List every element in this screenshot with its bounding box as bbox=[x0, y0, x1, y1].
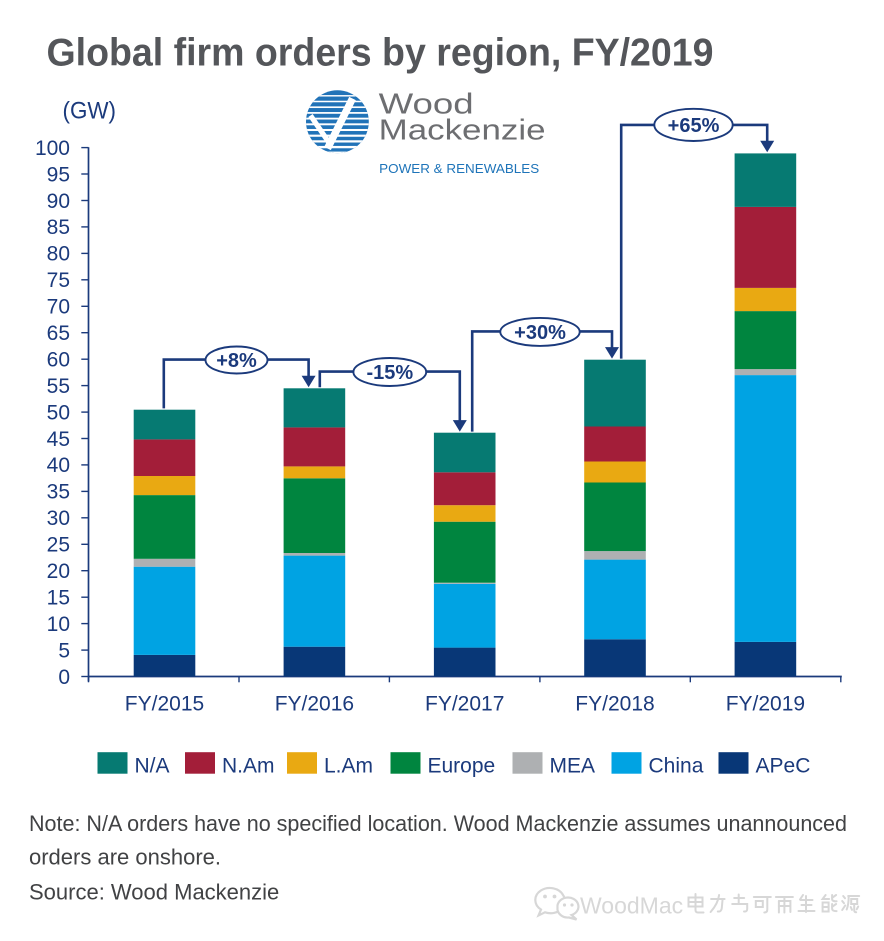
svg-text:95: 95 bbox=[47, 163, 70, 186]
svg-text:20: 20 bbox=[47, 560, 70, 583]
svg-text:Europe: Europe bbox=[428, 754, 496, 777]
svg-text:65: 65 bbox=[47, 322, 70, 345]
svg-text:Global firm orders by region,: Global firm orders by region, FY/2019 bbox=[47, 32, 714, 75]
svg-text:5: 5 bbox=[58, 639, 70, 662]
svg-text:55: 55 bbox=[47, 375, 70, 398]
svg-text:Wood: Wood bbox=[379, 89, 474, 121]
svg-text:+65%: +65% bbox=[668, 115, 720, 137]
svg-text:Mackenzie: Mackenzie bbox=[379, 115, 546, 147]
svg-text:POWER & RENEWABLES: POWER & RENEWABLES bbox=[379, 162, 539, 176]
svg-text:90: 90 bbox=[47, 190, 70, 213]
svg-text:60: 60 bbox=[47, 349, 70, 372]
svg-text:15: 15 bbox=[47, 587, 70, 610]
svg-text:FY/2016: FY/2016 bbox=[275, 693, 354, 716]
svg-text:FY/2015: FY/2015 bbox=[125, 693, 204, 716]
svg-text:MEA: MEA bbox=[550, 754, 596, 777]
svg-text:35: 35 bbox=[47, 481, 70, 504]
svg-text:N/A: N/A bbox=[135, 754, 170, 777]
svg-text:45: 45 bbox=[47, 428, 70, 451]
svg-text:China: China bbox=[649, 754, 704, 777]
svg-text:50: 50 bbox=[47, 401, 70, 424]
svg-text:WoodMac: WoodMac bbox=[580, 893, 683, 919]
svg-text:N.Am: N.Am bbox=[222, 754, 275, 777]
svg-text:+30%: +30% bbox=[514, 322, 566, 344]
svg-text:85: 85 bbox=[47, 216, 70, 239]
svg-text:10: 10 bbox=[47, 613, 70, 636]
svg-text:70: 70 bbox=[47, 296, 70, 319]
svg-text:75: 75 bbox=[47, 269, 70, 292]
svg-text:FY/2019: FY/2019 bbox=[726, 693, 805, 716]
svg-text:25: 25 bbox=[47, 534, 70, 557]
svg-text:APeC: APeC bbox=[756, 754, 811, 777]
svg-text:FY/2018: FY/2018 bbox=[575, 693, 654, 716]
svg-text:Note: N/A orders have no speci: Note: N/A orders have no specified locat… bbox=[29, 811, 847, 836]
svg-text:30: 30 bbox=[47, 507, 70, 530]
svg-text:100: 100 bbox=[35, 137, 70, 160]
svg-text:(GW): (GW) bbox=[63, 98, 117, 125]
svg-text:L.Am: L.Am bbox=[324, 754, 373, 777]
svg-text:orders are onshore.: orders are onshore. bbox=[29, 844, 221, 869]
svg-text:+8%: +8% bbox=[216, 350, 257, 372]
svg-text:0: 0 bbox=[58, 666, 70, 689]
svg-text:40: 40 bbox=[47, 454, 70, 477]
svg-text:80: 80 bbox=[47, 243, 70, 266]
svg-text:Source: Wood Mackenzie: Source: Wood Mackenzie bbox=[29, 880, 279, 905]
svg-text:FY/2017: FY/2017 bbox=[425, 693, 504, 716]
svg-text:-15%: -15% bbox=[366, 362, 413, 384]
